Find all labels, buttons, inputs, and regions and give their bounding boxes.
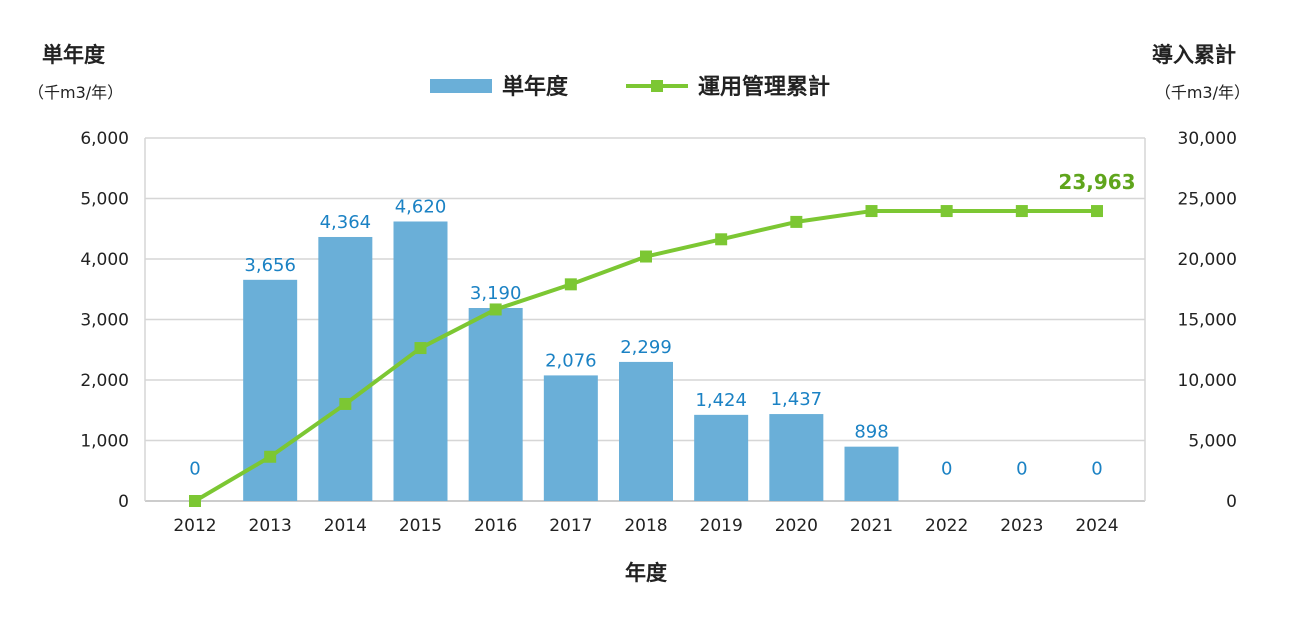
x-tick-label-2021: 2021 xyxy=(850,516,893,536)
bar-2020 xyxy=(769,414,824,501)
legend-line-label: 運用管理累計 xyxy=(698,74,830,100)
legend-bar-label: 単年度 xyxy=(502,74,569,100)
bar-2019 xyxy=(694,414,749,501)
x-tick-label-2022: 2022 xyxy=(925,516,968,536)
line-marker-2013 xyxy=(264,450,277,463)
right-tick-label: 15,000 xyxy=(1178,311,1237,331)
bar-2017 xyxy=(543,375,598,501)
bar-data-label-2015: 4,620 xyxy=(395,196,447,217)
legend: 単年度 運用管理累計 xyxy=(430,74,830,100)
bar-data-label-2016: 3,190 xyxy=(470,283,522,304)
bar-data-label-2022: 0 xyxy=(941,459,952,480)
line-marker-2018 xyxy=(640,250,652,263)
line-marker-2024 xyxy=(1091,205,1103,218)
x-tick-label-2017: 2017 xyxy=(549,516,592,536)
bar-2014 xyxy=(318,236,373,501)
right-tick-label: 30,000 xyxy=(1178,129,1237,149)
bar-data-label-2018: 2,299 xyxy=(620,337,672,358)
bar-data-label-2023: 0 xyxy=(1016,459,1027,480)
right-tick-label: 5,000 xyxy=(1188,432,1237,452)
line-marker-2015 xyxy=(414,342,427,355)
right-axis-title: 導入累計 xyxy=(1152,43,1236,67)
line-marker-2019 xyxy=(715,233,728,246)
right-tick-label: 0 xyxy=(1226,492,1237,512)
line-marker-2012 xyxy=(189,495,201,507)
right-tick-label: 25,000 xyxy=(1178,190,1237,210)
left-tick-label: 1,000 xyxy=(80,432,129,452)
left-tick-label: 0 xyxy=(118,492,129,512)
bar-data-label-2013: 3,656 xyxy=(244,255,296,276)
bar-data-label-2024: 0 xyxy=(1091,459,1102,480)
left-axis-unit: （千m3/年） xyxy=(28,83,123,102)
line-marker-2014 xyxy=(339,397,352,410)
left-tick-label: 4,000 xyxy=(80,250,129,270)
right-axis-unit: （千m3/年） xyxy=(1155,83,1250,102)
x-tick-label-2013: 2013 xyxy=(249,516,292,536)
right-tick-label: 20,000 xyxy=(1178,250,1237,270)
left-tick-label: 3,000 xyxy=(80,311,129,331)
bar-2016 xyxy=(468,308,523,501)
right-tick-label: 10,000 xyxy=(1178,371,1237,391)
left-tick-label: 2,000 xyxy=(80,371,129,391)
legend-bar-swatch xyxy=(430,79,492,93)
line-marker-2017 xyxy=(564,278,577,291)
x-tick-label-2012: 2012 xyxy=(173,516,216,536)
legend-line-marker xyxy=(651,80,663,92)
left-tick-label: 6,000 xyxy=(80,129,129,149)
bar-2021 xyxy=(844,446,899,501)
line-marker-2023 xyxy=(1015,205,1028,218)
bar-data-label-2017: 2,076 xyxy=(545,350,597,371)
x-tick-label-2018: 2018 xyxy=(624,516,667,536)
bar-data-label-2014: 4,364 xyxy=(320,212,372,233)
x-tick-label-2014: 2014 xyxy=(324,516,367,536)
bar-data-label-2020: 1,437 xyxy=(771,389,823,410)
x-tick-label-2019: 2019 xyxy=(700,516,743,536)
line-marker-2021 xyxy=(865,205,878,218)
x-tick-label-2024: 2024 xyxy=(1075,516,1118,536)
x-axis-title: 年度 xyxy=(625,561,667,585)
left-axis-title: 単年度 xyxy=(42,43,105,67)
line-marker-2022 xyxy=(940,205,953,218)
x-tick-label-2015: 2015 xyxy=(399,516,442,536)
left-tick-label: 5,000 xyxy=(80,190,129,210)
line-marker-2020 xyxy=(790,215,803,228)
x-tick-label-2023: 2023 xyxy=(1000,516,1043,536)
line-end-label: 23,963 xyxy=(1058,170,1135,194)
x-tick-label-2020: 2020 xyxy=(775,516,818,536)
line-marker-2016 xyxy=(489,303,502,316)
x-tick-label-2016: 2016 xyxy=(474,516,517,536)
bar-data-label-2021: 898 xyxy=(854,422,888,443)
bar-2013 xyxy=(243,279,298,501)
bar-2018 xyxy=(619,361,673,501)
bar-data-label-2012: 0 xyxy=(189,459,200,480)
bar-data-label-2019: 1,424 xyxy=(695,390,747,411)
